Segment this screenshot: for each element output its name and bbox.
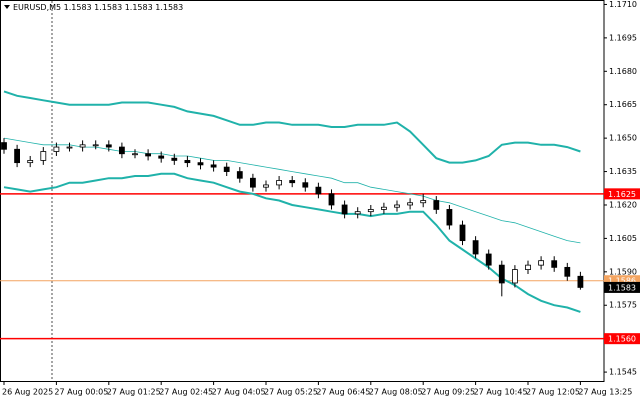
y-tick-label: 1.1545 bbox=[609, 368, 637, 377]
x-tick-label: 27 Aug 06:45 bbox=[316, 388, 370, 397]
price-line-label-box bbox=[604, 333, 640, 345]
y-tick-label: 1.1605 bbox=[609, 234, 637, 243]
x-tick-label: 27 Aug 08:05 bbox=[369, 388, 423, 397]
y-tick-label: 1.1665 bbox=[609, 100, 637, 109]
band-line bbox=[3, 172, 581, 313]
y-tick-label: 1.1635 bbox=[609, 167, 637, 176]
candle-body bbox=[315, 186, 322, 195]
candle-body bbox=[577, 275, 584, 288]
candle-body bbox=[420, 200, 427, 204]
candle-body bbox=[236, 171, 243, 179]
candle-body bbox=[380, 206, 387, 210]
y-tick-label: 1.1650 bbox=[609, 134, 637, 143]
candle-body bbox=[394, 204, 400, 208]
candle-body bbox=[145, 153, 152, 157]
candle-body bbox=[223, 166, 230, 172]
candle-body bbox=[498, 264, 505, 284]
candle-body bbox=[341, 204, 348, 215]
candle-body bbox=[512, 269, 518, 284]
price-line-label: 1.1560 bbox=[608, 335, 636, 344]
header-icon bbox=[4, 5, 10, 9]
candle-body bbox=[171, 157, 178, 161]
candle-body bbox=[92, 144, 99, 147]
candle-body bbox=[354, 211, 361, 215]
y-tick-label: 1.1590 bbox=[609, 267, 637, 276]
x-tick-label: 27 Aug 10:45 bbox=[474, 388, 528, 397]
candle-body bbox=[367, 209, 374, 213]
candle-body bbox=[525, 264, 531, 270]
candle-body bbox=[407, 202, 414, 206]
candle-body bbox=[210, 164, 217, 168]
y-tick-label: 1.1620 bbox=[609, 200, 637, 209]
candle-body bbox=[79, 144, 86, 148]
x-tick-label: 27 Aug 09:25 bbox=[421, 388, 475, 397]
candle-body bbox=[263, 184, 269, 188]
price-line-label-box bbox=[604, 188, 640, 200]
chart-title: EURUSD,M5 1.1583 1.1583 1.1583 1.1583 bbox=[13, 3, 183, 12]
x-tick-label: 27 Aug 13:25 bbox=[578, 388, 632, 397]
plot-area bbox=[0, 90, 604, 340]
candle-body bbox=[197, 162, 204, 166]
candle-body bbox=[538, 260, 544, 266]
x-tick-label: 27 Aug 00:05 bbox=[54, 388, 108, 397]
y-tick-label: 1.1575 bbox=[609, 301, 637, 310]
candle-body bbox=[564, 266, 571, 277]
candle-body bbox=[105, 144, 112, 148]
candle-body bbox=[1, 142, 7, 150]
x-tick-label: 27 Aug 04:05 bbox=[212, 388, 266, 397]
y-tick-label: 1.1695 bbox=[609, 33, 637, 42]
x-tick-label: 27 Aug 12:05 bbox=[526, 388, 580, 397]
candle-body bbox=[119, 146, 125, 155]
candle-body bbox=[302, 182, 309, 188]
band-line bbox=[3, 90, 581, 164]
candle-body bbox=[66, 146, 73, 149]
candle-body bbox=[184, 160, 191, 164]
candle-body bbox=[249, 177, 256, 188]
candle-body bbox=[158, 155, 165, 159]
y-tick-label: 1.1680 bbox=[609, 67, 637, 76]
candle-body bbox=[485, 253, 492, 266]
candle-body bbox=[551, 260, 558, 268]
y-tick-label: 1.1710 bbox=[609, 0, 637, 9]
current-price-box bbox=[604, 281, 640, 293]
x-tick-label: 26 Aug 2025 bbox=[2, 388, 53, 397]
x-tick-label: 27 Aug 02:45 bbox=[159, 388, 213, 397]
plot-frame bbox=[0, 0, 605, 382]
x-tick-label: 27 Aug 05:25 bbox=[264, 388, 318, 397]
price-line-label-box bbox=[604, 275, 640, 287]
candle-body bbox=[53, 146, 60, 152]
candle-body bbox=[446, 209, 453, 226]
candle-body bbox=[289, 180, 296, 184]
candle-body bbox=[276, 180, 283, 186]
x-tick-label: 27 Aug 01:25 bbox=[107, 388, 161, 397]
price-line-label: 1.1625 bbox=[608, 190, 636, 199]
price-line-label: 1.1586 bbox=[608, 277, 636, 286]
candle-body bbox=[328, 193, 335, 206]
candle-body bbox=[459, 224, 466, 242]
candle-body bbox=[14, 148, 21, 164]
candle-body bbox=[433, 200, 440, 210]
candle-body bbox=[40, 151, 47, 161]
candle-body bbox=[132, 153, 138, 156]
current-price-label: 1.1583 bbox=[608, 283, 636, 292]
candle-body bbox=[27, 160, 34, 164]
band-line bbox=[3, 137, 581, 244]
candle-body bbox=[472, 240, 479, 255]
